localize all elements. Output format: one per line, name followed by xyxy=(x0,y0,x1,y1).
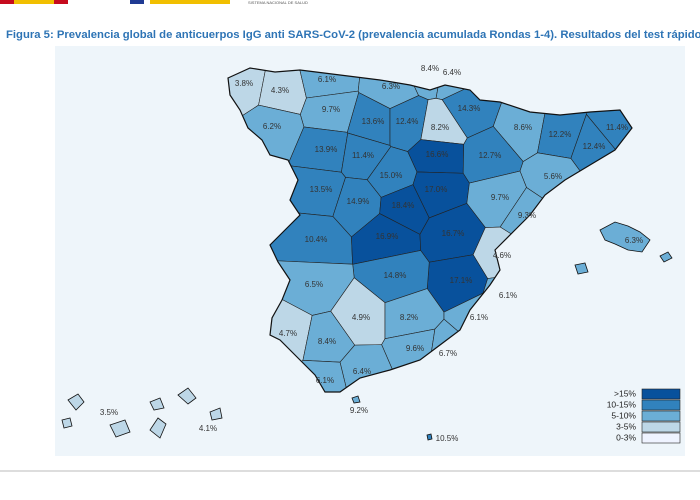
region-label: 12.4% xyxy=(583,142,606,151)
island xyxy=(574,221,673,275)
region-label: 8.6% xyxy=(514,123,532,132)
region-label: 12.7% xyxy=(479,151,502,160)
region-label: 9.3% xyxy=(518,211,536,220)
legend-swatch xyxy=(641,421,681,433)
region-label: 8.2% xyxy=(400,313,418,322)
logo-bar xyxy=(14,0,54,4)
region-label: 13.5% xyxy=(310,185,333,194)
region-label: 6.1% xyxy=(499,291,517,300)
region-label: 11.4% xyxy=(352,151,374,160)
region-label: 9.7% xyxy=(322,105,340,114)
island xyxy=(351,395,361,404)
region-label: 6.7% xyxy=(439,349,457,358)
org-name: SISTEMA NACIONAL DE SALUD xyxy=(248,0,308,5)
region-label: 13.9% xyxy=(315,145,338,154)
region-label: 8.4% xyxy=(421,64,439,73)
legend-label: 5-10% xyxy=(611,410,636,420)
region-label: 4.3% xyxy=(271,86,289,95)
legend-label: >15% xyxy=(614,388,636,398)
legend-swatch xyxy=(641,410,681,422)
region-label: 17.0% xyxy=(425,185,448,194)
region-label: 9.6% xyxy=(406,344,424,353)
region-label: 14.8% xyxy=(384,271,407,280)
region-label: 4.9% xyxy=(352,313,370,322)
island xyxy=(61,393,167,439)
region-label: 6.1% xyxy=(470,313,488,322)
logo-bar xyxy=(0,0,14,4)
region-label: 10.4% xyxy=(305,235,328,244)
region-label: 6.2% xyxy=(263,122,281,131)
legend-label: 3-5% xyxy=(616,421,636,431)
region-label: 4.6% xyxy=(493,251,511,260)
region-label: 6.5% xyxy=(305,280,323,289)
region-label: 6.4% xyxy=(353,367,371,376)
region-label: 16.7% xyxy=(442,229,465,238)
island xyxy=(426,433,433,441)
coastline xyxy=(227,67,633,393)
region-label: 11.4% xyxy=(606,123,628,132)
region-label: 17.1% xyxy=(450,276,473,285)
region-label: 16.6% xyxy=(426,150,449,159)
legend-swatch xyxy=(641,432,681,444)
region-label: 9.2% xyxy=(350,406,368,415)
region-label: 6.3% xyxy=(625,236,643,245)
legend-label: 10-15% xyxy=(607,399,637,409)
legend-label: 0-3% xyxy=(616,432,636,442)
region-label: 14.9% xyxy=(347,197,370,206)
region-label: 4.7% xyxy=(279,329,297,338)
logo-bar xyxy=(130,0,144,4)
region-label: 8.4% xyxy=(318,337,336,346)
region-label: 6.4% xyxy=(443,68,461,77)
region-label: 16.9% xyxy=(376,232,399,241)
region-label: 18.4% xyxy=(392,201,415,210)
island xyxy=(149,387,223,421)
region-label: 14.3% xyxy=(458,104,481,113)
region-label: 3.8% xyxy=(235,79,253,88)
region-label: 12.2% xyxy=(549,130,572,139)
legend-swatch xyxy=(641,399,681,411)
region-label: 6.1% xyxy=(316,376,334,385)
legend-swatch xyxy=(641,388,681,400)
logo-bar xyxy=(54,0,68,4)
region-label: 6.1% xyxy=(318,75,336,84)
region-label: 3.5% xyxy=(100,408,118,417)
region-label: 4.1% xyxy=(199,424,217,433)
region-label: 8.2% xyxy=(431,123,449,132)
region-label: 9.7% xyxy=(491,193,509,202)
region-label: 15.0% xyxy=(380,171,403,180)
logo-bar xyxy=(150,0,230,4)
region-label: 13.6% xyxy=(362,117,385,126)
title: Figura 5: Prevalencia global de anticuer… xyxy=(6,29,700,41)
region-label: 6.3% xyxy=(382,82,400,91)
region-label: 10.5% xyxy=(436,434,459,443)
region-label: 12.4% xyxy=(396,117,419,126)
region-label: 5.6% xyxy=(544,172,562,181)
